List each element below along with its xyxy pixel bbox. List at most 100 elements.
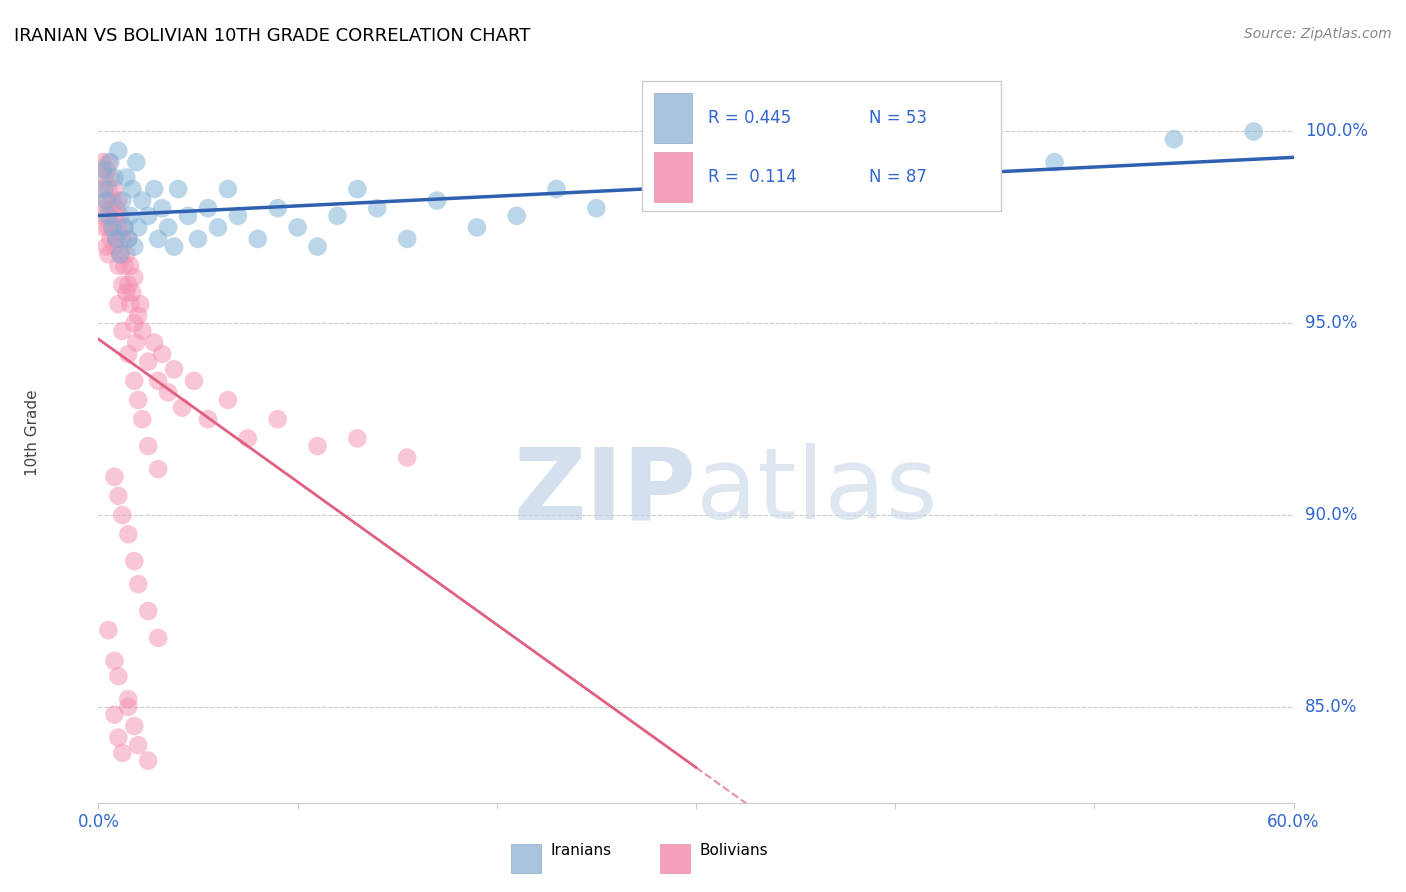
- Text: IRANIAN VS BOLIVIAN 10TH GRADE CORRELATION CHART: IRANIAN VS BOLIVIAN 10TH GRADE CORRELATI…: [14, 27, 530, 45]
- FancyBboxPatch shape: [661, 844, 690, 873]
- Text: ZIP: ZIP: [513, 443, 696, 541]
- Point: [111, 277, 134, 292]
- Point: [124, 719, 146, 733]
- Point: [103, 182, 125, 196]
- Point: [121, 285, 143, 300]
- Point: [207, 220, 229, 235]
- Point: [105, 201, 128, 215]
- Point: [163, 239, 186, 253]
- Point: [112, 220, 135, 235]
- Point: [157, 385, 180, 400]
- Point: [150, 347, 173, 361]
- Point: [396, 450, 419, 465]
- Point: [124, 374, 146, 388]
- Point: [91, 209, 114, 223]
- Point: [117, 347, 139, 361]
- Point: [96, 162, 118, 177]
- Point: [546, 182, 568, 196]
- Point: [124, 554, 146, 568]
- Text: Iranians: Iranians: [550, 844, 612, 858]
- Point: [824, 170, 846, 185]
- Point: [131, 412, 153, 426]
- Point: [91, 162, 114, 177]
- Point: [111, 746, 134, 760]
- Point: [115, 247, 138, 261]
- Text: 10th Grade: 10th Grade: [25, 389, 41, 476]
- Point: [197, 412, 219, 426]
- Point: [346, 431, 368, 445]
- Point: [97, 247, 120, 261]
- Point: [107, 489, 129, 503]
- Point: [101, 220, 124, 235]
- Text: 90.0%: 90.0%: [1305, 506, 1357, 524]
- Point: [110, 209, 132, 223]
- Point: [267, 412, 290, 426]
- Point: [107, 731, 129, 745]
- Point: [127, 392, 149, 407]
- Point: [97, 623, 120, 637]
- Point: [105, 232, 128, 246]
- Point: [136, 604, 159, 618]
- Point: [177, 209, 200, 223]
- Point: [115, 170, 138, 185]
- Point: [103, 209, 125, 223]
- Point: [1163, 132, 1185, 146]
- Point: [107, 297, 129, 311]
- Point: [107, 220, 129, 235]
- Point: [97, 155, 120, 169]
- Point: [148, 631, 170, 645]
- Point: [98, 155, 122, 169]
- Point: [183, 374, 205, 388]
- Point: [103, 170, 125, 185]
- Point: [97, 209, 120, 223]
- Point: [167, 182, 190, 196]
- Point: [101, 194, 124, 208]
- Point: [117, 232, 139, 246]
- Point: [96, 239, 118, 253]
- Point: [93, 170, 115, 185]
- Point: [103, 707, 125, 722]
- Point: [136, 209, 159, 223]
- Point: [226, 209, 249, 223]
- Point: [465, 220, 488, 235]
- Point: [346, 182, 368, 196]
- Point: [110, 247, 132, 261]
- Text: R = 0.445: R = 0.445: [709, 109, 792, 127]
- Point: [93, 220, 115, 235]
- Point: [129, 297, 152, 311]
- Point: [127, 738, 149, 752]
- Point: [187, 232, 209, 246]
- Point: [111, 232, 134, 246]
- Point: [127, 220, 149, 235]
- Point: [267, 201, 290, 215]
- Point: [136, 754, 159, 768]
- Point: [93, 182, 115, 196]
- Point: [724, 182, 747, 196]
- Point: [197, 201, 219, 215]
- Point: [136, 439, 159, 453]
- Point: [125, 155, 148, 169]
- Text: R =  0.114: R = 0.114: [709, 169, 797, 186]
- Point: [103, 654, 125, 668]
- Text: atlas: atlas: [696, 443, 938, 541]
- Point: [98, 201, 122, 215]
- Point: [89, 182, 111, 196]
- Point: [287, 220, 309, 235]
- Point: [107, 144, 129, 158]
- Text: 95.0%: 95.0%: [1305, 314, 1357, 333]
- Point: [246, 232, 269, 246]
- Point: [148, 232, 170, 246]
- Point: [97, 182, 120, 196]
- Point: [1243, 124, 1265, 138]
- Point: [125, 335, 148, 350]
- Point: [396, 232, 419, 246]
- Point: [131, 324, 153, 338]
- FancyBboxPatch shape: [654, 93, 692, 143]
- Point: [96, 194, 118, 208]
- Text: 100.0%: 100.0%: [1305, 122, 1368, 140]
- Point: [148, 374, 170, 388]
- Point: [117, 527, 139, 541]
- Point: [110, 247, 132, 261]
- Point: [585, 201, 607, 215]
- Text: N = 87: N = 87: [869, 169, 927, 186]
